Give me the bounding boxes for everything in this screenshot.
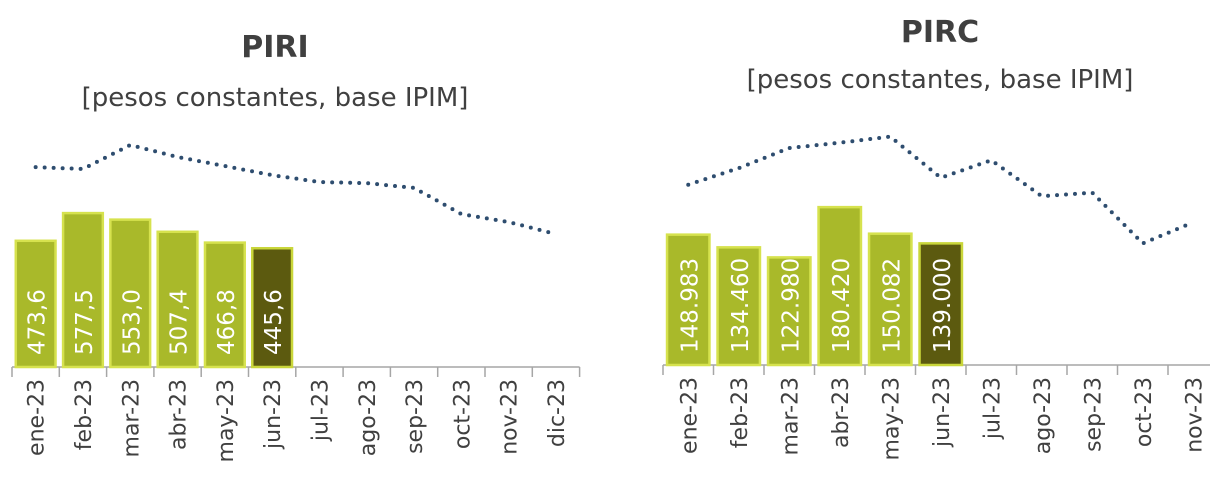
data-label: 134.460 (728, 258, 754, 353)
line-series (33, 142, 558, 237)
bar (109, 218, 152, 369)
bar (156, 230, 199, 369)
chart-panel: PIRI [pesos constantes, base IPIM] ene-23 f… (11, 30, 581, 462)
data-label: 122.980 (778, 258, 804, 353)
data-label: 139.000 (930, 258, 956, 353)
data-label: 150.082 (879, 258, 905, 353)
x-tick-label: nov-23 (1182, 377, 1207, 453)
x-tick-label: oct-23 (1132, 377, 1157, 447)
x-tick-label: sep-23 (1081, 377, 1106, 452)
bar (766, 256, 812, 367)
bar (14, 239, 57, 369)
data-label: 180.420 (829, 258, 855, 353)
chart-title: PIRI (241, 30, 308, 65)
x-tick-label: nov-23 (498, 379, 523, 455)
data-label: 553,0 (119, 289, 145, 355)
chart-subtitle: [pesos constantes, base IPIM] (82, 83, 469, 113)
x-tick-label: feb-23 (728, 377, 753, 448)
bar (61, 211, 105, 369)
x-tick-label: may-23 (214, 379, 239, 462)
bar (918, 242, 964, 367)
data-label: 473,6 (25, 289, 51, 355)
data-label: 466,8 (214, 289, 240, 355)
x-tick-label: sep-23 (403, 379, 428, 454)
data-label: 445,6 (261, 289, 287, 355)
bar (203, 241, 246, 369)
data-label: 577,5 (72, 289, 98, 355)
chart-panel: PIRC [pesos constantes, base IPIM] ene-23 f… (662, 15, 1210, 460)
x-tick-label: feb-23 (72, 379, 97, 450)
bar (867, 232, 913, 367)
x-tick-label: mar-23 (778, 377, 803, 455)
x-tick-label: jun-23 (930, 377, 955, 448)
x-tick-label: mar-23 (119, 379, 144, 457)
x-tick-label: jun-23 (261, 379, 286, 450)
bar (716, 246, 762, 367)
x-tick-label: ago-23 (1031, 377, 1056, 454)
chart-subtitle: [pesos constantes, base IPIM] (747, 65, 1134, 95)
x-tick-label: jul-23 (980, 377, 1005, 440)
x-tick-label: ene-23 (25, 379, 50, 456)
x-tick-label: may-23 (879, 377, 904, 460)
x-tick-label: ene-23 (677, 377, 702, 454)
x-tick-label: ago-23 (356, 379, 381, 456)
bar (251, 246, 294, 369)
chart-title: PIRC (901, 15, 979, 50)
x-tick-label: jul-23 (308, 379, 333, 442)
x-tick-label: dic-23 (545, 379, 570, 447)
bar (817, 205, 863, 367)
x-tick-label: abr-23 (829, 377, 854, 448)
data-label: 507,4 (167, 289, 193, 355)
x-tick-label: abr-23 (167, 379, 192, 450)
line-series (686, 134, 1196, 246)
data-label: 148.983 (677, 258, 703, 353)
x-tick-label: oct-23 (450, 379, 475, 449)
bar (665, 233, 711, 367)
